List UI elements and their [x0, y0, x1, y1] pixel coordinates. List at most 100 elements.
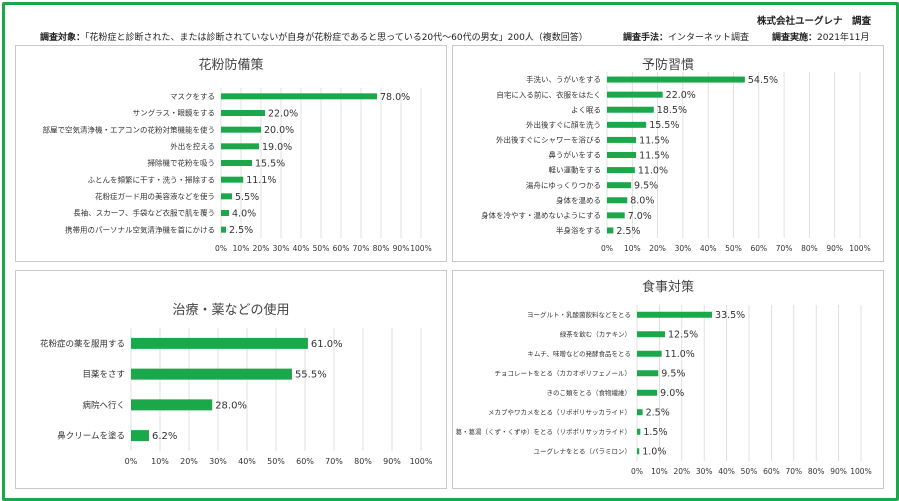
category-label: チョコレートをとる（カカオポリフェノール） [495, 370, 632, 378]
tick-label: 40% [293, 244, 310, 253]
bar [607, 106, 654, 113]
data-label: 22.0% [268, 108, 298, 119]
data-label: 5.5% [235, 192, 259, 203]
data-label: 11.5% [639, 135, 669, 146]
category-label: 緑茶を飲む（カテキン） [560, 330, 631, 339]
bar [637, 350, 662, 357]
category-label: きのこ類をとる（食物繊維） [547, 388, 632, 397]
panel-pollen-defense: 花粉防備策 0% 10% 20% 30% 40% 50% 60% 70% 80% 90% 100% マ… [15, 45, 447, 262]
date-text: 2021年11月 [817, 33, 870, 43]
bar [221, 110, 265, 116]
data-label: 9.5% [634, 181, 658, 192]
data-label: 19.0% [262, 142, 292, 153]
category-label: ヨーグルト・乳酸菌飲料などをとる [527, 310, 631, 319]
tick-label: 60% [333, 244, 350, 253]
category-label: キムチ、味噌などの発酵食品をとる [527, 349, 631, 358]
chart-title: 予防習慣 [641, 58, 694, 73]
tick-label: 70% [776, 244, 793, 253]
bar [637, 331, 665, 338]
category-label: メカブやワカメをとる（リポポリサッカライド） [488, 408, 631, 417]
tick-label: 30% [675, 244, 692, 253]
bar [607, 136, 637, 143]
data-label: 9.0% [660, 388, 684, 399]
tick-label: 50% [741, 467, 758, 476]
bar [607, 197, 628, 204]
data-label: 1.0% [642, 447, 666, 458]
data-label: 4.0% [232, 208, 256, 219]
tick-label: 0% [601, 244, 613, 253]
category-label: 身体を温める [556, 195, 601, 205]
data-label: 55.5% [295, 370, 327, 381]
category-label: 自宅に入る前に、衣服をはたく [496, 89, 601, 99]
date-label: 調査実施： [772, 33, 818, 43]
tick-label: 60% [763, 467, 780, 476]
data-label: 22.0% [666, 90, 696, 101]
bar [221, 93, 377, 100]
category-label: 鼻うがいをする [549, 150, 602, 160]
tick-label: 10% [624, 244, 641, 253]
bar [131, 368, 292, 380]
bar [637, 311, 713, 318]
category-label: 外出後すぐにシャワーを浴びる [496, 135, 601, 145]
tick-label: 60% [296, 457, 314, 466]
category-label: サングラス・眼鏡をする [133, 108, 215, 118]
data-label: 61.0% [311, 339, 343, 350]
tick-label: 10% [151, 457, 169, 466]
data-label: 54.5% [748, 75, 778, 86]
bar [607, 76, 745, 83]
survey-method: 調査手法：インターネット調査 [623, 30, 749, 43]
tick-label: 0% [215, 244, 227, 253]
bar [221, 143, 259, 150]
tick-label: 100% [410, 244, 431, 253]
category-label: 半身浴をする [556, 225, 601, 235]
tick-label: 100% [849, 244, 870, 253]
tick-label: 90% [830, 467, 847, 476]
bar [221, 160, 252, 166]
chart-diet-measures: 0% 10% 20% 30% 40% 50% 60% 70% 80% 90% 100% ヨーグルト・乳… [456, 305, 872, 476]
data-label: 28.0% [215, 400, 247, 411]
category-label: よく眠る [571, 105, 601, 114]
bar [607, 152, 637, 158]
chart-title: 食事対策 [641, 280, 694, 295]
tick-label: 80% [808, 467, 825, 476]
company-label: 株式会社ユーグレナ 調査 [756, 16, 871, 27]
bar [607, 227, 614, 234]
category-label: 湯舟にゆっくりつかる [526, 180, 601, 190]
bar [607, 212, 625, 219]
category-label: 花粉症の薬を服用する [40, 338, 125, 349]
bar [607, 167, 635, 174]
category-label: ふとんを頻繁に干す・洗う・掃除する [88, 174, 216, 184]
data-label: 2.5% [616, 226, 640, 237]
category-label: 病院へ行く [82, 400, 125, 411]
tick-label: 70% [325, 457, 343, 466]
category-label: ユーグレナをとる（パラミロン） [534, 447, 632, 456]
method-label: 調査手法： [623, 33, 669, 43]
category-label: 部屋で空気清浄機・エアコンの花粉対策機能を使う [43, 124, 216, 134]
data-label: 6.2% [152, 431, 177, 442]
method-text: インターネット調査 [668, 33, 750, 43]
tick-label: 100% [850, 467, 871, 476]
tick-label: 20% [649, 244, 666, 253]
tick-label: 100% [410, 457, 433, 466]
bar [131, 399, 213, 411]
tick-label: 70% [353, 244, 370, 253]
data-label: 11.5% [639, 150, 669, 161]
tick-label: 50% [313, 244, 330, 253]
panel-prevention-habits: 予防習慣 0% 10% 20% 30% 40% 50% 60% 70% 80% 90% 100% 手洗… [452, 45, 884, 262]
bar [221, 193, 232, 200]
category-label: 鼻クリームを塗る [57, 431, 125, 442]
data-label: 8.0% [630, 196, 654, 207]
bar [131, 337, 308, 349]
chart-title: 花粉防備策 [198, 58, 264, 73]
bar [221, 126, 261, 133]
tick-label: 50% [725, 244, 742, 253]
tick-label: 0% [631, 467, 643, 476]
tick-label: 70% [785, 467, 802, 476]
data-label: 20.0% [264, 125, 294, 136]
chart-pollen-defense: 0% 10% 20% 30% 40% 50% 60% 70% 80% 90% 100% マスクをする 7… [43, 88, 432, 253]
tick-label: 30% [273, 244, 290, 253]
category-label: 手洗い、うがいをする [526, 74, 601, 84]
subject-text: 「花粉症と診断された、または診断されていないが自身が花粉症であると思っている20… [85, 33, 588, 43]
tick-label: 30% [209, 457, 227, 466]
bar [637, 409, 643, 416]
